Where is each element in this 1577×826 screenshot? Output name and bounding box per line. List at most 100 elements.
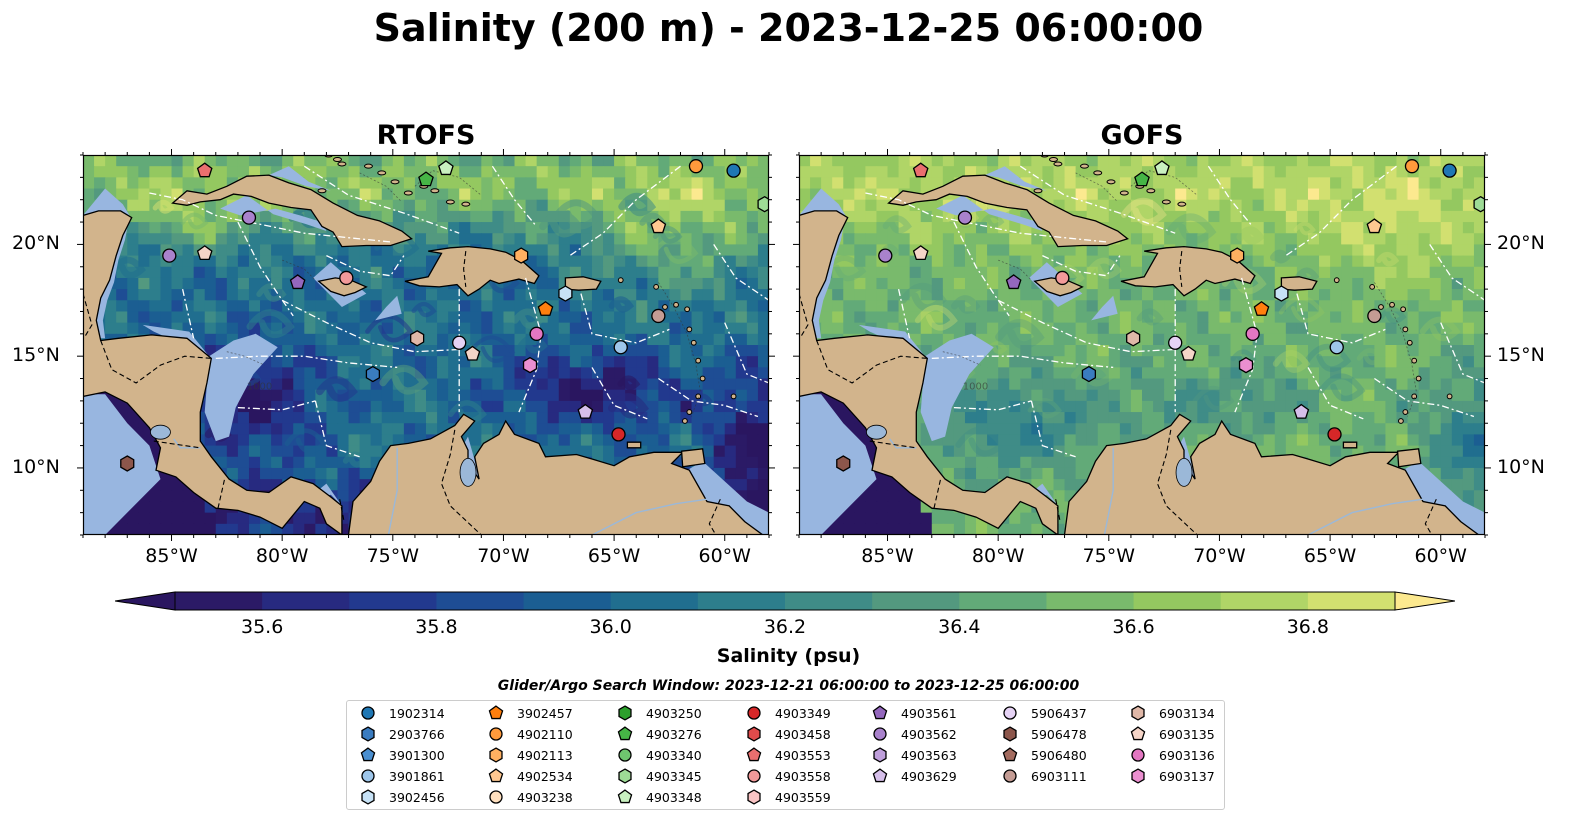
legend-marker-pentagon xyxy=(1130,726,1146,741)
legend-item: 4903563 xyxy=(867,746,957,764)
legend-label: 4903458 xyxy=(775,726,831,742)
float-marker-4903562 xyxy=(878,248,893,263)
legend-item: 5906437 xyxy=(997,704,1087,722)
legend-symbol xyxy=(618,768,632,784)
float-marker-6903135 xyxy=(1180,345,1197,361)
float-marker-3902457 xyxy=(1253,300,1270,316)
legend-label: 1902314 xyxy=(389,705,445,721)
eez-boundaries xyxy=(149,165,769,458)
legend-marker-circle xyxy=(873,727,887,741)
legend-label: 2903766 xyxy=(389,726,445,742)
float-marker-6903134 xyxy=(410,330,425,347)
legend-item: 2903766 xyxy=(355,725,445,743)
legend-marker-circle xyxy=(489,790,503,804)
colorbar-tick-label: 35.8 xyxy=(415,616,458,638)
legend-symbol xyxy=(1003,769,1017,783)
legend-label: 4902113 xyxy=(517,747,573,763)
legend-label: 4903553 xyxy=(775,747,831,763)
colorbar-segment xyxy=(1046,592,1135,610)
legend-symbol xyxy=(747,789,761,805)
float-marker-5906478 xyxy=(120,455,135,472)
legend-label: 4903276 xyxy=(646,726,702,742)
legend-symbol xyxy=(872,768,888,783)
colorbar-segment xyxy=(697,592,786,610)
legend-marker-circle xyxy=(618,748,632,762)
legend-item: 4903345 xyxy=(612,767,702,785)
float-marker-4903561 xyxy=(289,274,306,290)
legend-item: 4902110 xyxy=(483,725,573,743)
float-marker-3902456 xyxy=(558,285,573,302)
xtick-label: 75°W xyxy=(366,545,420,567)
legend-item: 4903559 xyxy=(741,788,831,806)
salinity-map-gofs: 1000 xyxy=(793,149,1491,541)
legend-symbol xyxy=(746,747,762,762)
float-marker-4903349 xyxy=(1327,427,1342,442)
float-marker-4903562 xyxy=(241,210,257,225)
float-marker-3901861 xyxy=(1329,340,1344,355)
legend-symbol xyxy=(1003,706,1017,720)
xtick-label: 85°W xyxy=(145,545,198,567)
legend-item: 6903136 xyxy=(1125,746,1215,764)
map-frame xyxy=(798,154,1486,536)
float-marker-4903561 xyxy=(1005,274,1022,290)
legend-item: 6903137 xyxy=(1125,767,1215,785)
legend-symbol xyxy=(747,706,761,720)
float-marker-4903562 xyxy=(162,248,177,263)
float-marker-4902113 xyxy=(514,247,529,264)
float-marker-4903276 xyxy=(418,171,434,187)
legend-label: 3901300 xyxy=(389,747,445,763)
country-borders xyxy=(83,251,721,535)
legend-marker-pentagon xyxy=(872,768,888,783)
legend-marker-hexagon xyxy=(618,768,632,784)
xtick-label: 80°W xyxy=(255,545,309,567)
rivers xyxy=(150,424,708,535)
legend-label: 6903137 xyxy=(1159,768,1215,784)
legend-marker-hexagon xyxy=(873,747,887,763)
figure-title: Salinity (200 m) - 2023-12-25 06:00:00 xyxy=(373,6,1204,50)
colorbar-segment xyxy=(1307,592,1396,610)
legend-marker-pentagon xyxy=(617,726,633,741)
float-markers xyxy=(836,159,1485,472)
legend-symbol xyxy=(617,789,633,804)
legend-item: 6903135 xyxy=(1125,725,1215,743)
float-marker-6903135 xyxy=(464,345,481,361)
legend-symbol xyxy=(488,768,504,783)
legend-marker-hexagon xyxy=(1131,705,1145,721)
legend-marker-hexagon xyxy=(489,747,503,763)
legend-marker-circle xyxy=(361,769,375,783)
legend-symbol xyxy=(1131,768,1145,784)
colorbar-tick-label: 36.4 xyxy=(938,616,981,638)
legend-symbol xyxy=(360,747,376,762)
ytick-label-right: 15°N xyxy=(1497,344,1545,367)
legend-symbol xyxy=(489,727,503,741)
float-marker-4903553 xyxy=(196,162,213,178)
legend-label: 4903629 xyxy=(901,768,957,784)
frame-ticks xyxy=(793,149,1491,541)
panel-title-gofs: GOFS xyxy=(1100,120,1184,151)
colorbar-segment xyxy=(436,592,525,610)
legend-label: 3901861 xyxy=(389,768,445,784)
float-marker-4902534 xyxy=(1366,218,1383,234)
float-marker-4903348 xyxy=(438,160,454,176)
legend-symbol xyxy=(1131,748,1145,762)
legend-item: 3902457 xyxy=(483,704,573,722)
float-marker-4903558 xyxy=(1055,270,1070,286)
salinity-map-rtofs: 1000 xyxy=(77,149,775,541)
colorbar-segment xyxy=(872,592,960,610)
float-marker-4903558 xyxy=(339,270,354,286)
legend-symbol xyxy=(1003,726,1017,742)
legend-label: 4903349 xyxy=(775,705,831,721)
legend-symbol xyxy=(489,790,503,804)
legend-label: 6903135 xyxy=(1159,726,1215,742)
legend-marker-pentagon xyxy=(488,705,504,720)
legend-label: 4903558 xyxy=(775,768,831,784)
xtick-label: 65°W xyxy=(587,545,641,567)
legend-item: 4903276 xyxy=(612,725,702,743)
legend-symbol xyxy=(1130,726,1146,741)
float-marker-6903134 xyxy=(1126,330,1141,347)
legend-marker-hexagon xyxy=(361,789,375,805)
legend-marker-pentagon xyxy=(746,747,762,762)
legend-item: 4903348 xyxy=(612,788,702,806)
legend-symbol xyxy=(873,747,887,763)
frame-ticks xyxy=(77,149,775,541)
